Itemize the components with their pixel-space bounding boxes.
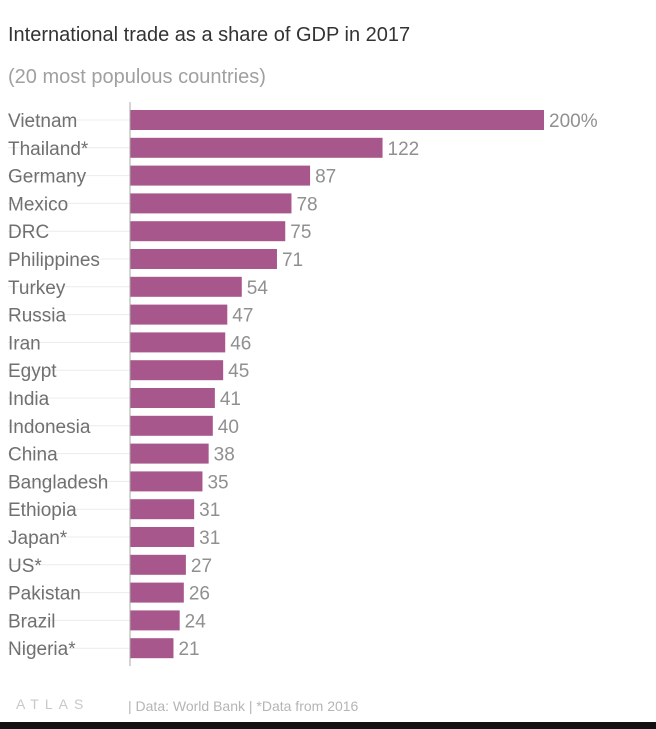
bar [130,527,195,547]
bar [130,276,242,297]
value-label: 26 [189,584,210,605]
value-label: 87 [315,167,336,188]
value-label: 38 [214,445,235,466]
bars [130,110,544,659]
bar [130,332,226,353]
category-labels: Vietnam Thailand* Germany Mexico DRC Philippi… [8,111,108,660]
category-label: Vietnam [8,111,77,132]
bar [130,554,186,575]
source-note: | Data: World Bank | *Data from 2016 [128,698,359,714]
value-label: 40 [218,417,239,438]
value-label: 78 [296,194,317,215]
value-label: 122 [388,139,420,160]
value-label: 200% [549,111,598,132]
footer: ATLAS | Data: World Bank | *Data from 20… [16,694,636,718]
bar [130,165,311,186]
bar [130,610,180,631]
category-label: Egypt [8,361,57,382]
category-label: Indonesia [8,417,91,438]
value-label: 21 [178,639,199,660]
value-label: 45 [228,361,249,382]
category-label: Ethiopia [8,500,77,521]
category-label: Japan* [8,528,68,549]
value-labels: 200% 122 87 78 75 71 54 47 46 45 41 40 38 35 31 31 27 26 2… [178,111,597,660]
category-label: India [8,389,50,410]
bar [130,415,213,436]
value-label: 24 [185,611,207,632]
category-label: Pakistan [8,584,81,605]
bar [130,471,203,492]
value-label: 31 [199,500,220,521]
bar [130,221,286,242]
bar [130,443,209,464]
value-label: 47 [232,306,253,327]
category-label: Germany [8,167,87,188]
category-label: DRC [8,222,49,243]
chart-title: International trade as a share of GDP in… [8,24,411,46]
value-label: 46 [230,333,251,354]
atlas-logo: ATLAS [16,696,90,712]
value-label: 31 [199,528,220,549]
category-label: Nigeria* [8,639,76,660]
category-label: US* [8,556,42,577]
category-label: Mexico [8,194,68,215]
label-guides [8,119,130,649]
value-label: 35 [207,472,228,493]
category-label: Brazil [8,611,56,632]
category-label: Iran [8,333,41,354]
category-label: Philippines [8,250,100,271]
category-label: Thailand* [8,139,89,160]
value-label: 75 [290,222,311,243]
bar [130,193,292,214]
bar [130,388,215,408]
bottom-bar [0,722,656,729]
bar [130,304,228,325]
bar [130,638,174,659]
bar [130,360,224,381]
category-label: Russia [8,306,67,327]
chart-subtitle: (20 most populous countries) [8,66,266,88]
bar-chart: Vietnam Thailand* Germany Mexico DRC Philippi… [8,102,598,667]
value-label: 27 [191,556,212,577]
value-label: 71 [282,250,303,271]
bar [130,582,184,603]
bar [130,110,544,130]
value-label: 41 [220,389,241,410]
bar [130,499,195,520]
value-label: 54 [247,278,269,299]
category-label: Bangladesh [8,472,108,493]
category-label: Turkey [8,278,66,299]
category-label: China [8,445,58,466]
bar [130,137,383,158]
bar [130,249,277,269]
